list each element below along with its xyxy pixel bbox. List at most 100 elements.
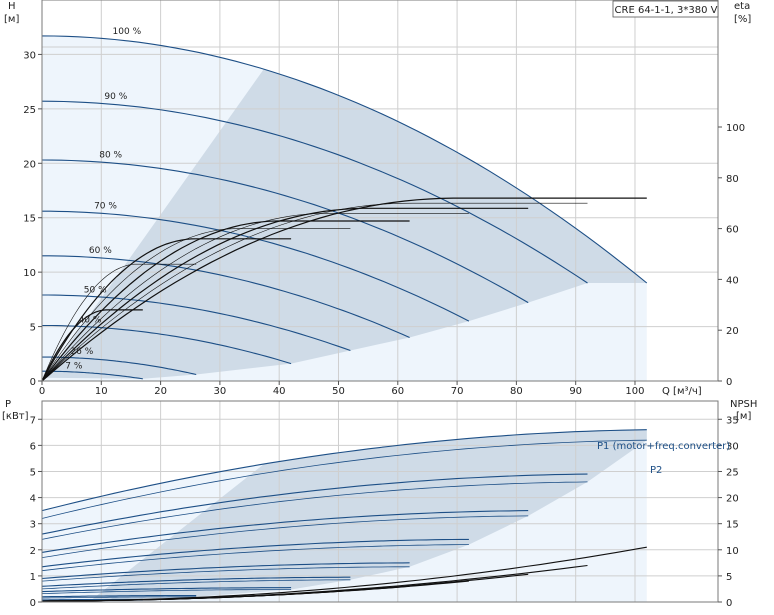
head-curve [41, 159, 529, 304]
p1-curve [41, 473, 588, 535]
npsh-tick-label: 20 [726, 494, 739, 505]
x-tick-label: 100 [625, 386, 644, 397]
head-plot-frame [41, 0, 719, 382]
efficiency-curve [41, 309, 143, 382]
power-axis-label: P [5, 399, 11, 410]
efficiency-curve [41, 202, 588, 382]
p2-curve [41, 596, 197, 599]
p2-curve [41, 566, 410, 582]
p1-curve [41, 510, 529, 553]
efficiency-curve [41, 263, 197, 382]
npsh-axis-label: NPSH [730, 399, 757, 410]
head-curve [42, 294, 351, 352]
power-tick-label: 2 [30, 546, 36, 557]
chart-title: CRE 64-1-1, 3*380 V [615, 5, 718, 16]
power-tick-label: 3 [30, 520, 36, 531]
head-tick-label: 5 [30, 323, 36, 334]
head-tick-label: 15 [23, 214, 36, 225]
p2-curve [41, 589, 292, 594]
power-axis-unit: [кВт] [2, 411, 29, 422]
p1-curve [41, 576, 351, 587]
efficiency-curves [41, 197, 647, 382]
eta-tick-label: 0 [726, 377, 732, 388]
p1-series-label: P1 (motor+freq.converter) [597, 441, 730, 452]
speed-label: 40 % [79, 316, 102, 326]
eta-tick-label: 100 [726, 123, 745, 134]
p1-curve [41, 587, 292, 593]
x-tick-label: 70 [451, 386, 464, 397]
speed-label: 80 % [99, 151, 122, 161]
chart-title-box: CRE 64-1-1, 3*380 V [612, 0, 719, 18]
npsh-curves [41, 546, 647, 602]
speed-label: 90 % [104, 92, 127, 102]
head-tick-label: 10 [23, 268, 36, 279]
region-dark [45, 69, 647, 379]
eta-tick-label: 20 [726, 326, 739, 337]
head-tick-label: 0 [30, 377, 36, 388]
p2-curve [41, 544, 469, 572]
p2-curve [41, 515, 529, 558]
power-tick-label: 5 [30, 467, 36, 478]
head-axis-unit: [м] [4, 14, 19, 25]
head-curve [42, 356, 197, 376]
efficiency-curve [41, 197, 647, 382]
npsh-tick-label: 35 [726, 415, 739, 426]
power-tick-label: 0 [30, 598, 36, 609]
head-curve [41, 35, 648, 284]
p1-curve [41, 538, 469, 568]
power-tick-label: 1 [30, 572, 36, 583]
eta-tick-label: 80 [726, 174, 739, 185]
head-curve [42, 370, 143, 380]
head-tick-label: 25 [23, 105, 36, 116]
speed-label: 7 % [65, 361, 83, 371]
x-tick-label: 40 [273, 386, 286, 397]
head-tick-label: 30 [23, 50, 36, 61]
p1-curve [41, 594, 197, 598]
x-tick-label: 80 [510, 386, 523, 397]
speed-label: 70 % [94, 202, 117, 212]
p2-curve [41, 439, 647, 519]
eta-axis-label: eta [734, 1, 750, 12]
power-axes: 0 1 2 3 4 5 6 7 0 5 10 15 20 25 30 35 [30, 400, 739, 609]
speed-label: 50 % [84, 285, 107, 295]
power-tick-label: 4 [30, 494, 36, 505]
eta-tick-label: 60 [726, 225, 739, 236]
head-axes: 0 10 20 30 40 50 60 70 80 90 100 0 5 10 15 20 25 30 0 20 40 6… [23, 0, 745, 397]
npsh-tick-label: 0 [726, 598, 732, 609]
speed-label: 26 % [70, 347, 93, 357]
npsh-curve [42, 593, 292, 602]
x-tick-label: 30 [214, 386, 227, 397]
x-tick-label: 60 [391, 386, 404, 397]
head-curve [42, 255, 410, 339]
efficiency-curve [41, 238, 292, 382]
head-tick-label: 20 [23, 159, 36, 170]
npsh-tick-label: 10 [726, 546, 739, 557]
speed-labels: 100 % 90 % 80 % 70 % 60 % 50 % 40 % 26 % 7 % [65, 27, 141, 371]
npsh-axis-unit: [м] [736, 411, 751, 422]
power-tick-label: 7 [30, 415, 36, 426]
x-tick-label: 50 [332, 386, 345, 397]
x-tick-label: 90 [569, 386, 582, 397]
head-efficiency-chart: 0 10 20 30 40 50 60 70 80 90 100 0 5 10 15 20 25 30 0 20 40 6… [4, 0, 751, 397]
p1-curve [41, 562, 410, 580]
head-axis-label: H [8, 1, 16, 12]
speed-label: 60 % [89, 246, 112, 256]
head-curve [41, 100, 588, 284]
eta-axis-unit: [%] [734, 14, 751, 25]
npsh-tick-label: 25 [726, 467, 739, 478]
p1-curve [41, 429, 647, 512]
power-tick-label: 6 [30, 441, 36, 452]
p2-curve [41, 579, 351, 590]
efficiency-curve [41, 207, 529, 382]
x-tick-label: 0 [39, 386, 45, 397]
flow-axis-label: Q [м³/ч] [662, 386, 702, 397]
p2-curve [41, 481, 588, 540]
npsh-tick-label: 5 [726, 572, 732, 583]
npsh-tick-label: 30 [726, 441, 739, 452]
x-tick-label: 20 [154, 386, 167, 397]
eta-tick-label: 40 [726, 275, 739, 286]
operating-region [42, 35, 647, 382]
